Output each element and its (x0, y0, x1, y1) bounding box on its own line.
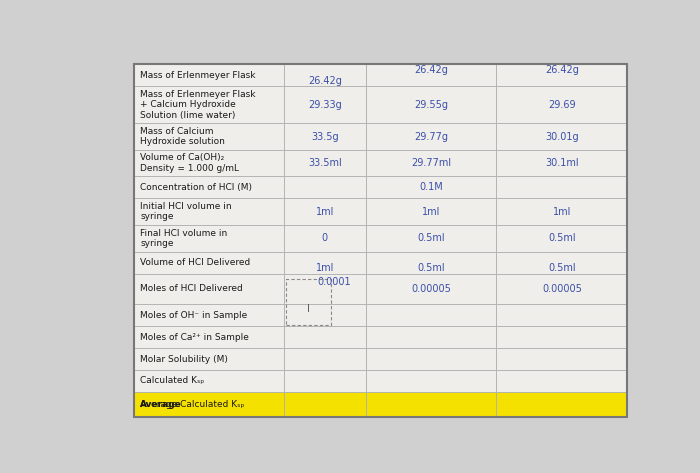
Bar (284, 304, 365, 326)
Bar (496, 176, 627, 199)
Bar (286, 279, 331, 325)
Bar (496, 225, 627, 252)
Bar (284, 123, 365, 150)
Bar (496, 370, 627, 392)
Bar (496, 348, 627, 370)
Bar (365, 64, 496, 86)
Text: Initial HCl volume in
syringe: Initial HCl volume in syringe (140, 202, 232, 221)
Bar (134, 392, 284, 417)
Bar (284, 326, 365, 348)
Text: 1ml: 1ml (422, 207, 440, 217)
Text: 1ml: 1ml (316, 263, 334, 273)
Text: 26.42g: 26.42g (308, 76, 342, 86)
Text: Mass of Erlenmeyer Flask: Mass of Erlenmeyer Flask (140, 70, 256, 79)
Text: 0.00005: 0.00005 (411, 284, 451, 294)
Text: Average Calculated Kₛₚ: Average Calculated Kₛₚ (140, 400, 244, 409)
Bar (134, 176, 284, 199)
Bar (284, 348, 365, 370)
Bar (134, 86, 284, 123)
Bar (134, 123, 284, 150)
Text: 26.42g: 26.42g (545, 64, 579, 75)
Text: Final HCl volume in
syringe: Final HCl volume in syringe (140, 228, 228, 248)
Text: 0.5ml: 0.5ml (417, 233, 445, 244)
Text: 29.55g: 29.55g (414, 100, 448, 110)
Text: Moles of OH⁻ in Sample: Moles of OH⁻ in Sample (140, 311, 247, 320)
Text: Volume of Ca(OH)₂
Density = 1.000 g/mL: Volume of Ca(OH)₂ Density = 1.000 g/mL (140, 153, 239, 173)
Bar (365, 392, 496, 417)
Text: 29.33g: 29.33g (308, 100, 342, 110)
Bar (134, 348, 284, 370)
Bar (284, 274, 365, 304)
Bar (496, 150, 627, 176)
Text: Mass of Calcium
Hydroxide solution: Mass of Calcium Hydroxide solution (140, 127, 225, 146)
Bar (365, 123, 496, 150)
Bar (496, 86, 627, 123)
Text: 30.1ml: 30.1ml (545, 158, 579, 168)
Bar (365, 150, 496, 176)
Bar (365, 326, 496, 348)
Bar (134, 252, 284, 274)
Text: 26.42g: 26.42g (414, 64, 448, 75)
Bar (365, 274, 496, 304)
Text: 0.0001: 0.0001 (318, 277, 351, 287)
Text: Molar Solubility (M): Molar Solubility (M) (140, 354, 228, 364)
Text: 29.69: 29.69 (548, 100, 575, 110)
Text: Mass of Erlenmeyer Flask
+ Calcium Hydroxide
Solution (lime water): Mass of Erlenmeyer Flask + Calcium Hydro… (140, 90, 256, 120)
Bar (365, 86, 496, 123)
Text: Moles of Ca²⁺ in Sample: Moles of Ca²⁺ in Sample (140, 333, 249, 342)
Text: 0.5ml: 0.5ml (548, 233, 575, 244)
Text: 0.00005: 0.00005 (542, 284, 582, 294)
Text: Concentration of HCl (M): Concentration of HCl (M) (140, 183, 252, 192)
Bar (134, 304, 284, 326)
Bar (284, 176, 365, 199)
Bar (284, 64, 365, 86)
Bar (284, 199, 365, 225)
Text: Volume of HCl Delivered: Volume of HCl Delivered (140, 258, 251, 267)
Text: 0.5ml: 0.5ml (548, 263, 575, 273)
Bar (284, 370, 365, 392)
Bar (284, 252, 365, 274)
Text: 0.1M: 0.1M (419, 183, 443, 193)
Bar (496, 252, 627, 274)
Bar (365, 176, 496, 199)
Text: Calculated Kₛₚ: Calculated Kₛₚ (140, 377, 204, 385)
Bar (134, 225, 284, 252)
Bar (284, 86, 365, 123)
Bar (284, 150, 365, 176)
Bar (365, 370, 496, 392)
Bar (496, 123, 627, 150)
Bar (134, 326, 284, 348)
Bar (496, 326, 627, 348)
Bar (134, 370, 284, 392)
Bar (365, 199, 496, 225)
Bar (134, 199, 284, 225)
Text: 1ml: 1ml (553, 207, 571, 217)
Text: Moles of HCl Delivered: Moles of HCl Delivered (140, 284, 243, 293)
Bar (365, 252, 496, 274)
Bar (134, 274, 284, 304)
Text: 0: 0 (322, 233, 328, 244)
Text: 30.01g: 30.01g (545, 131, 579, 141)
Bar (496, 274, 627, 304)
Text: I: I (307, 304, 310, 314)
Text: 0.5ml: 0.5ml (417, 263, 445, 273)
Text: 33.5ml: 33.5ml (308, 158, 342, 168)
Text: 1ml: 1ml (316, 207, 334, 217)
Bar (365, 348, 496, 370)
Bar (284, 225, 365, 252)
Bar (496, 64, 627, 86)
Text: 29.77ml: 29.77ml (411, 158, 451, 168)
Bar (365, 225, 496, 252)
Bar (284, 392, 365, 417)
Bar (496, 392, 627, 417)
Bar (365, 304, 496, 326)
Text: 29.77g: 29.77g (414, 131, 448, 141)
Bar (134, 64, 284, 86)
Bar (496, 199, 627, 225)
Bar (134, 150, 284, 176)
Text: 33.5g: 33.5g (311, 131, 339, 141)
Text: Average: Average (140, 400, 182, 409)
Bar (496, 304, 627, 326)
